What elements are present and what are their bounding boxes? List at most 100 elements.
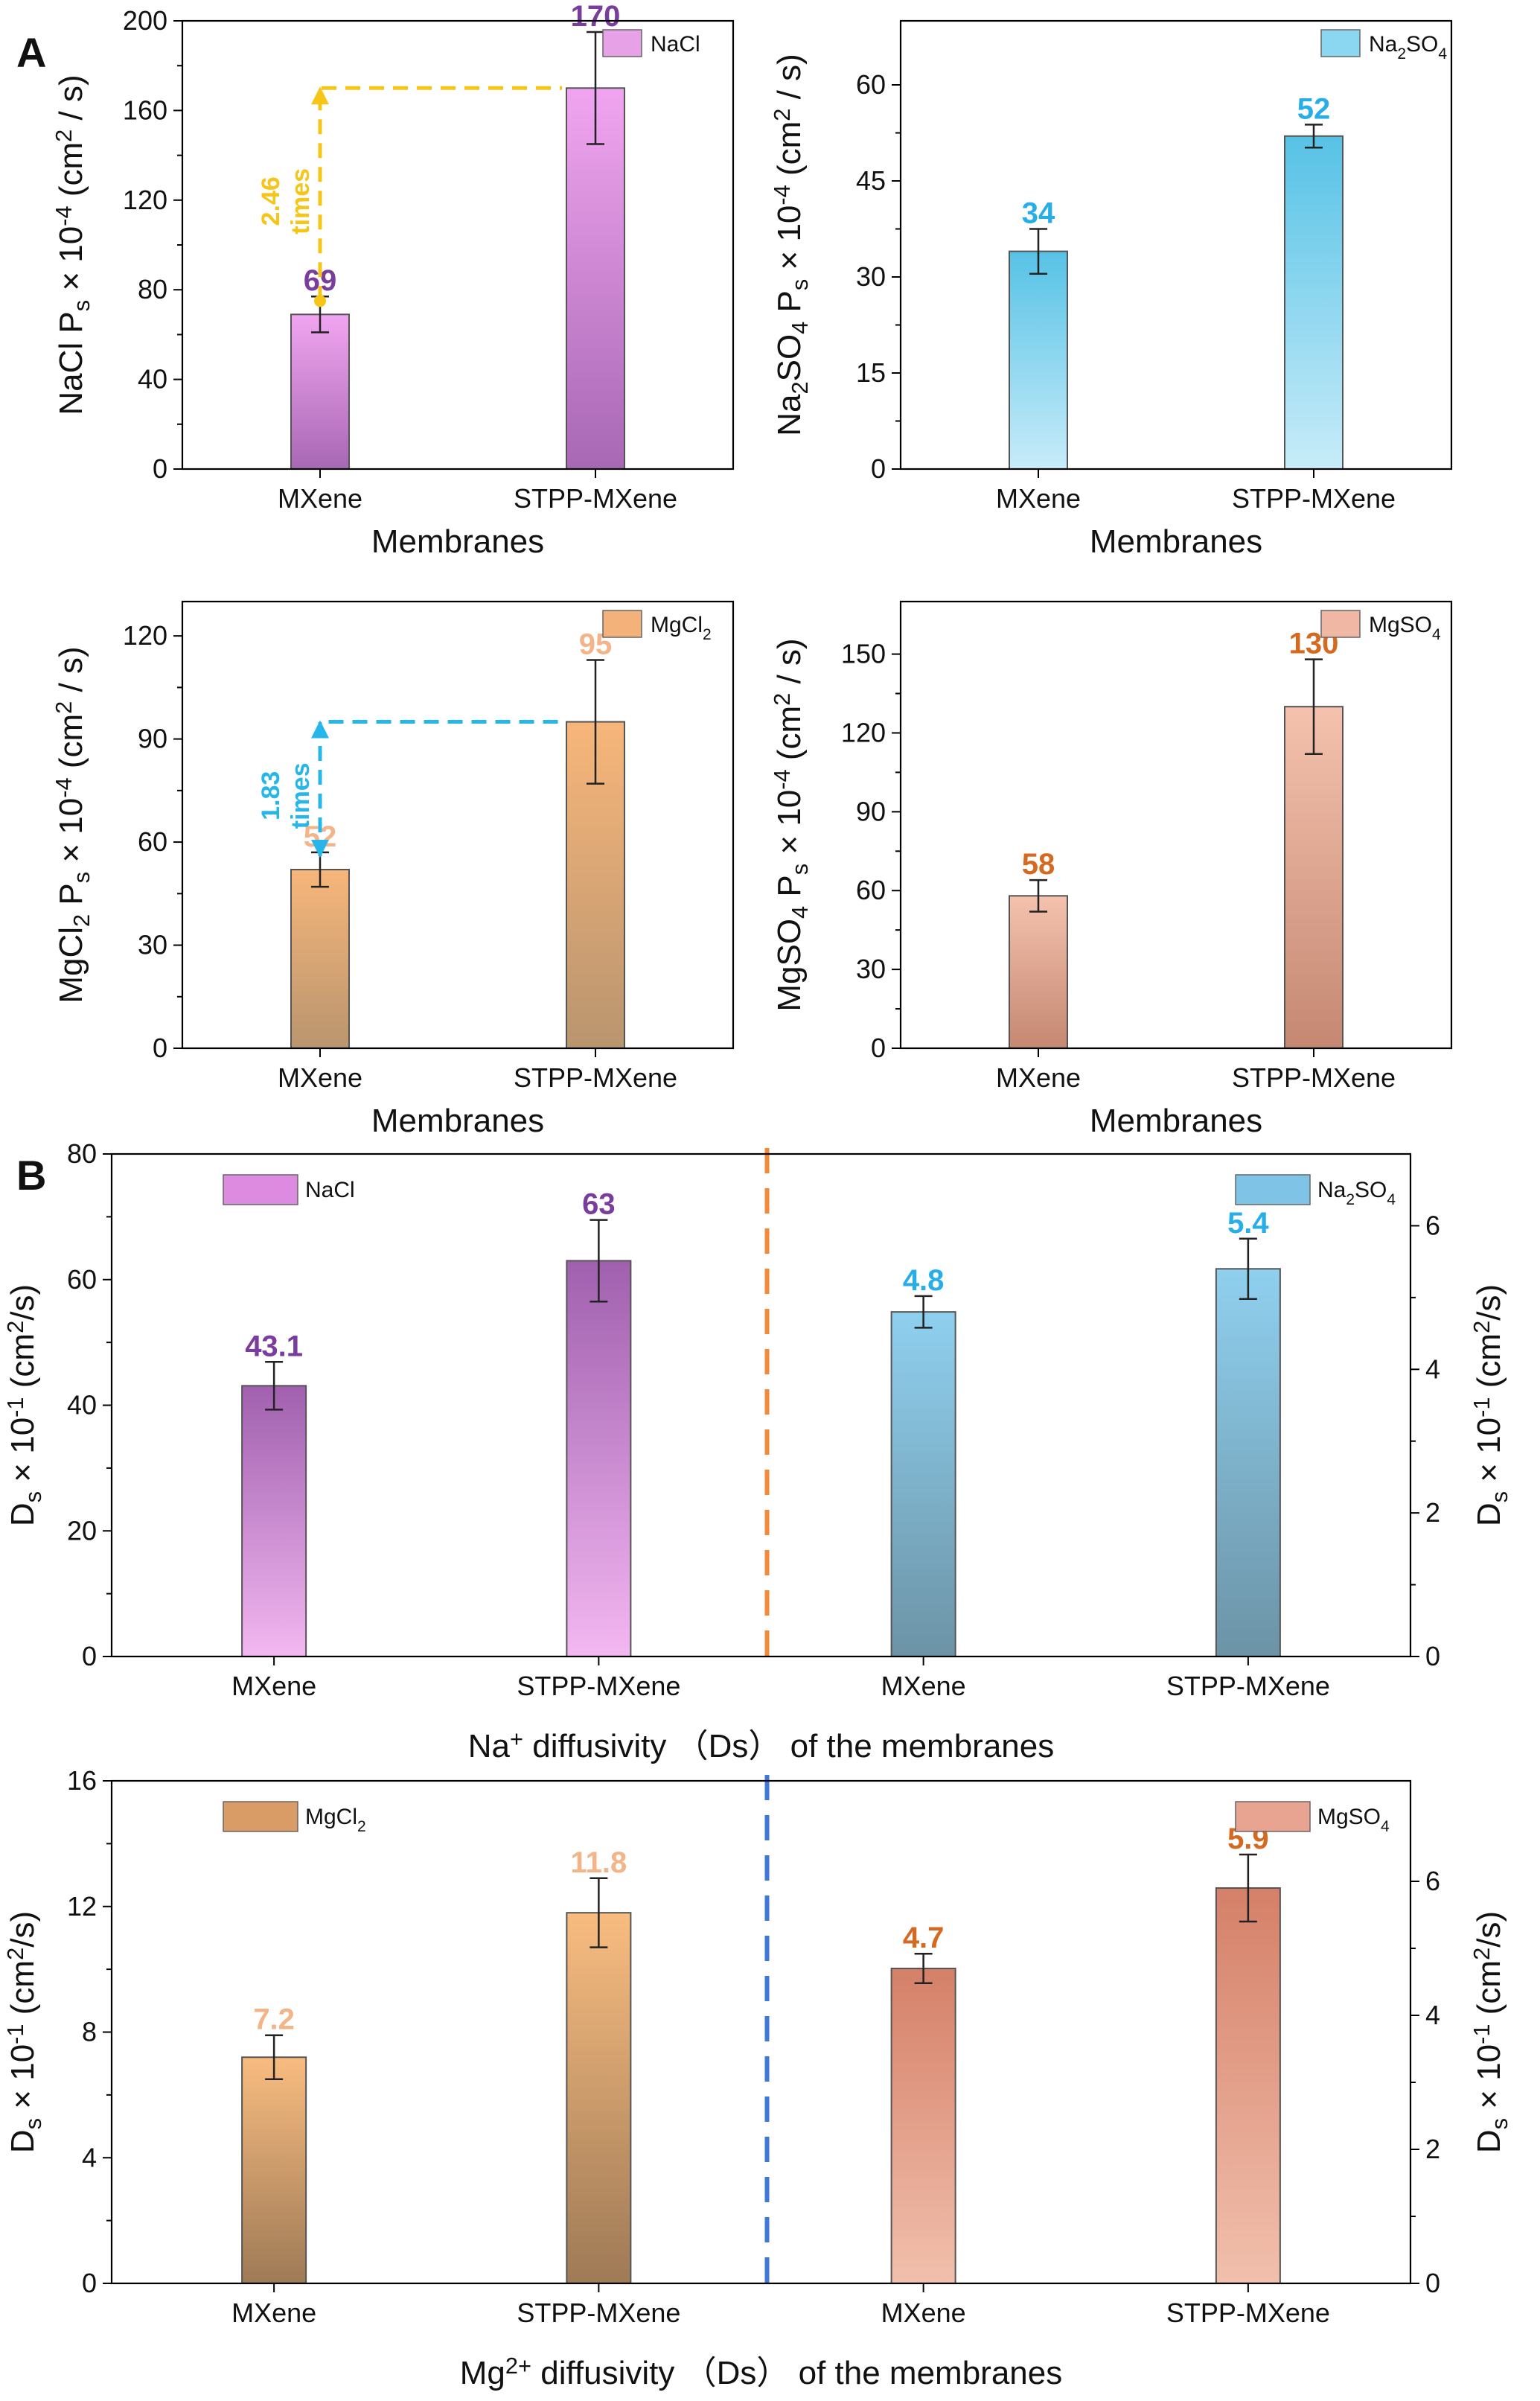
y-left-axis-title: Ds × 10-1 (cm2/s) — [2, 1284, 46, 1526]
fold-change-arrow — [318, 720, 562, 856]
x-axis-title: Mg2+ diffusivity （Ds） of the membranes — [460, 2353, 1062, 2391]
bar-mxene — [290, 869, 350, 1049]
legend-swatch — [1235, 1801, 1311, 1832]
value-label: 5.4 — [1227, 1207, 1269, 1240]
y-right-tick-label: 2 — [1425, 2134, 1440, 2164]
x-tick-label: MXene — [996, 1062, 1081, 1093]
y-left-tick-label: 40 — [67, 1390, 97, 1420]
y-left-tick-label: 4 — [82, 2142, 97, 2172]
x-tick-label: STPP-MXene — [517, 2298, 680, 2328]
x-axis-title: Membranes — [1090, 1103, 1262, 1139]
y-right-tick-label: 0 — [1425, 1641, 1440, 1671]
legend-label: NaCl — [305, 1178, 355, 1202]
bar-stpp-mxene — [1284, 706, 1343, 1049]
arrow-head — [311, 86, 329, 105]
x-tick-label: STPP-MXene — [514, 483, 677, 514]
y-left-tick-label: 0 — [82, 2268, 97, 2298]
bar-mxene — [1009, 895, 1068, 1049]
y-tick-label: 60 — [856, 69, 886, 100]
y-left-tick-label: 12 — [67, 1891, 97, 1922]
panel-label-a: A — [16, 29, 46, 76]
y-tick-label: 160 — [123, 95, 167, 125]
error-bar — [914, 1952, 933, 1985]
bar-na2so4 — [1215, 1268, 1281, 1658]
bar-na2so4 — [890, 1311, 956, 1657]
y-right-axis-title: Ds × 10-1 (cm2/s) — [1469, 1284, 1512, 1526]
x-tick-label: MXene — [231, 2298, 316, 2328]
plot-frame — [181, 19, 735, 471]
value-label: 63 — [582, 1188, 616, 1221]
value-label: 43.1 — [245, 1330, 303, 1362]
y-axis-title: MgCl2 Ps × 10-4 (cm2 / s) — [51, 646, 95, 1003]
x-axis-title: Membranes — [371, 523, 544, 560]
y-tick-label: 30 — [856, 954, 886, 984]
y-tick-label: 90 — [138, 724, 167, 754]
arrow-head — [311, 840, 329, 858]
x-axis-title: Membranes — [371, 1103, 544, 1139]
y-right-tick-label: 6 — [1425, 1210, 1440, 1240]
legend-label: Na2SO4 — [1369, 32, 1447, 63]
arrow-origin — [314, 295, 326, 307]
fold-change-label: 1.83times — [257, 762, 315, 829]
bar-stpp-mxene — [566, 87, 625, 471]
error-bar — [1305, 124, 1323, 149]
bar-mxene — [290, 313, 350, 470]
error-bar — [587, 659, 604, 785]
legend-swatch — [1320, 29, 1361, 57]
y-axis-title: Na2SO4 Ps × 10-4 (cm2 / s) — [769, 54, 813, 436]
plot-frame — [899, 19, 1453, 471]
x-tick-label: MXene — [278, 483, 362, 514]
y-left-tick-label: 60 — [67, 1264, 97, 1295]
value-label: 52 — [1297, 92, 1331, 125]
y-right-axis-title: Ds × 10-1 (cm2/s) — [1469, 1911, 1512, 2153]
y-left-tick-label: 8 — [82, 2017, 97, 2047]
value-label: 7.2 — [253, 2003, 295, 2036]
y-tick-label: 120 — [123, 185, 167, 215]
bar-mgso4 — [1215, 1887, 1281, 2284]
error-bar — [590, 1877, 608, 1948]
y-tick-label: 0 — [153, 453, 167, 484]
value-label: 170 — [571, 0, 621, 33]
legend-label: MgSO4 — [1369, 613, 1441, 643]
plot-frame — [181, 600, 735, 1050]
plot-frame — [899, 600, 1453, 1050]
y-right-tick-label: 2 — [1425, 1497, 1440, 1528]
x-tick-label: STPP-MXene — [1232, 1062, 1396, 1093]
y-tick-label: 90 — [856, 796, 886, 826]
fold-change-arrow — [318, 86, 562, 302]
error-bar — [590, 1219, 608, 1303]
arrow-head — [311, 720, 329, 739]
y-left-tick-label: 80 — [67, 1138, 97, 1169]
error-bar — [1029, 228, 1047, 275]
fold-change-label: 2.46times — [257, 168, 315, 235]
value-label: 58 — [1022, 848, 1055, 881]
value-label: 4.8 — [903, 1264, 945, 1297]
legend-swatch — [223, 1174, 298, 1205]
chart-na2so4-permeability: 34 52 0 15 30 45 60 MXene STPP-MXene Membranes Na2… — [769, 19, 1453, 560]
y-tick-label: 0 — [153, 1033, 167, 1063]
y-tick-label: 120 — [841, 717, 886, 747]
y-axis-title: NaCl Ps × 10-4 (cm2 / s) — [51, 74, 95, 415]
legend-swatch — [602, 610, 642, 638]
y-tick-label: 120 — [123, 620, 167, 651]
legend-swatch — [1320, 610, 1361, 638]
legend-swatch — [223, 1801, 298, 1832]
bar-mgcl2 — [241, 2056, 307, 2284]
x-tick-label: MXene — [231, 1671, 316, 1701]
x-axis-title: Membranes — [1090, 523, 1262, 560]
legend-label: MgSO4 — [1317, 1805, 1390, 1835]
error-bar — [914, 1295, 933, 1329]
legend-label: MgCl2 — [305, 1805, 366, 1835]
y-tick-label: 80 — [138, 274, 167, 304]
x-tick-label: STPP-MXene — [517, 1671, 680, 1701]
legend-swatch — [1235, 1174, 1311, 1205]
y-tick-label: 60 — [138, 826, 167, 857]
y-left-axis-title: Ds × 10-1 (cm2/s) — [2, 1911, 46, 2153]
x-tick-label: MXene — [881, 1671, 966, 1701]
x-tick-label: MXene — [881, 2298, 966, 2328]
y-tick-label: 200 — [123, 5, 167, 36]
y-tick-label: 45 — [856, 165, 886, 196]
